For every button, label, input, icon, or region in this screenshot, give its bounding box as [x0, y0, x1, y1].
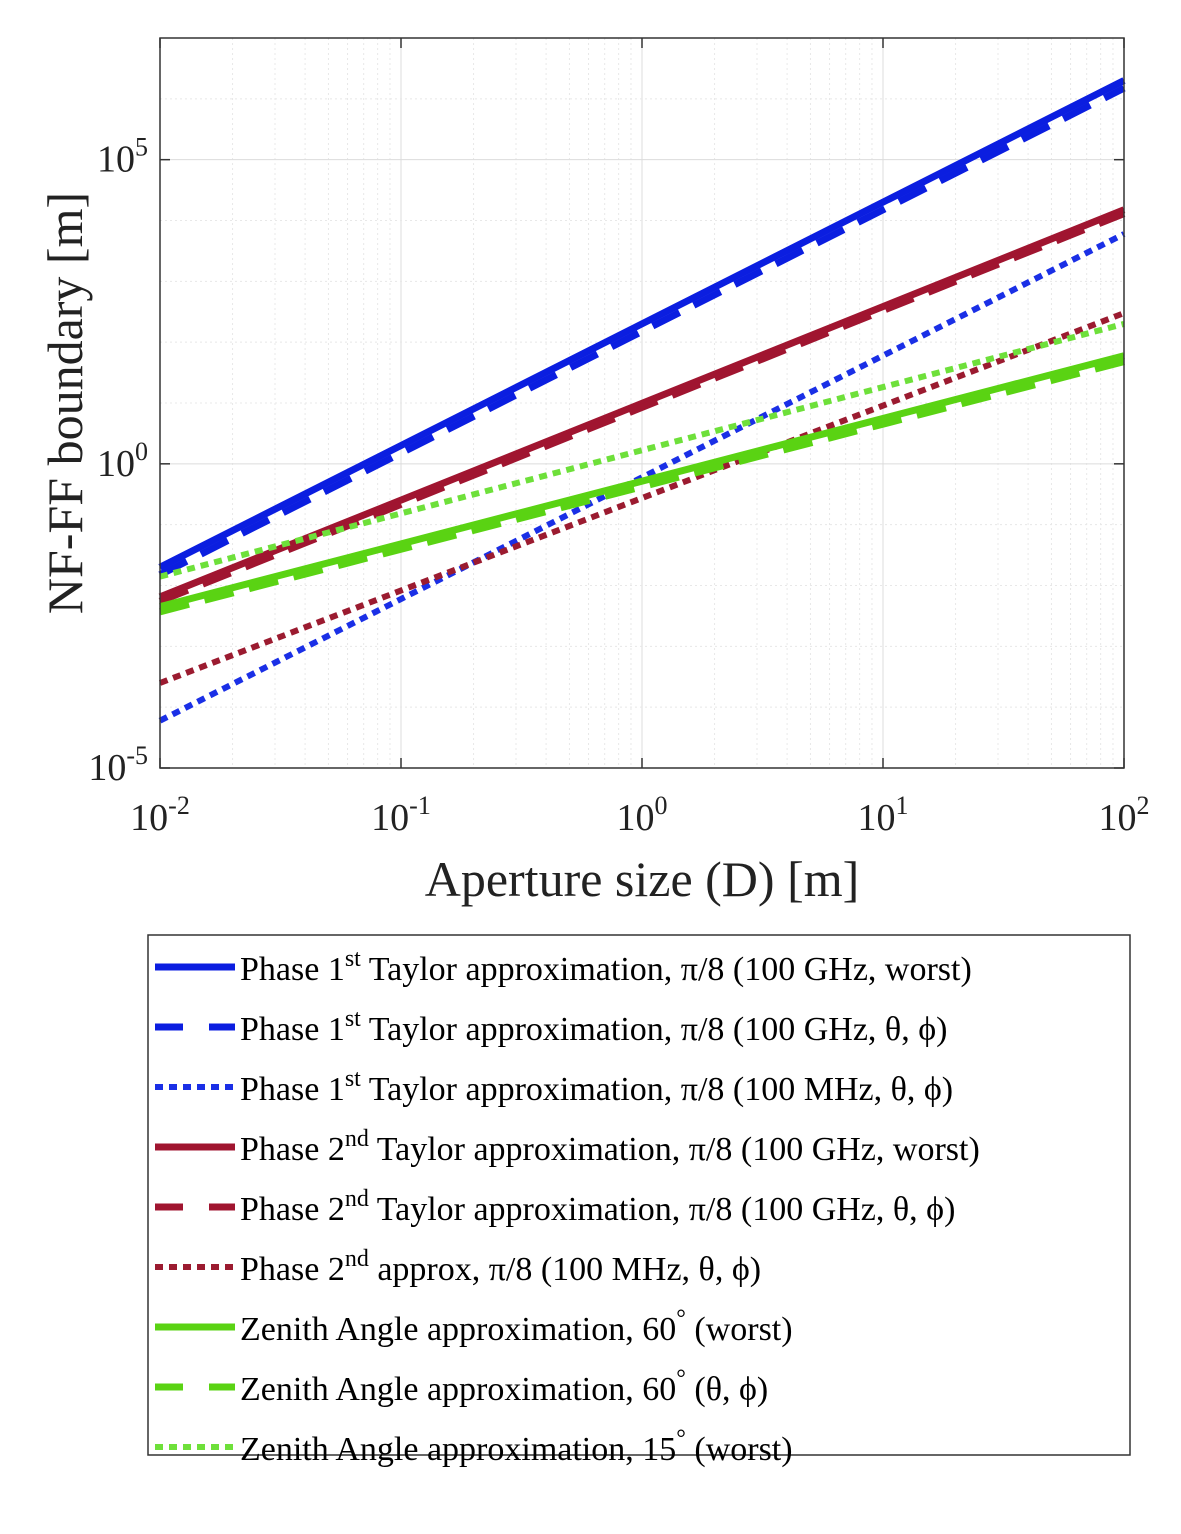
legend-item: Zenith Angle approximation, 60° (θ, ϕ)	[155, 1366, 768, 1408]
legend-item: Phase 1st Taylor approximation, π/8 (100…	[155, 946, 972, 988]
legend-label: Zenith Angle approximation, 60° (θ, ϕ)	[240, 1366, 768, 1408]
legend-item: Zenith Angle approximation, 60° (worst)	[155, 1306, 793, 1348]
legend-item: Phase 2nd Taylor approximation, π/8 (100…	[155, 1186, 955, 1228]
axis-ticks: 10-2 10-1 100 101 102 10-5 100 105	[88, 38, 1150, 839]
grid	[159, 38, 1124, 769]
legend-label: Phase 2nd approx, π/8 (100 MHz, θ, ϕ)	[240, 1246, 761, 1288]
legend-label: Phase 1st Taylor approximation, π/8 (100…	[240, 1066, 953, 1108]
x-tick-label: 102	[1099, 791, 1150, 839]
x-tick-label: 10-1	[371, 791, 431, 839]
y-axis-title: NF-FF boundary [m]	[37, 192, 93, 614]
legend: Phase 1st Taylor approximation, π/8 (100…	[147, 934, 1131, 1468]
legend-label: Zenith Angle approximation, 60° (worst)	[240, 1306, 793, 1348]
series-line-9	[159, 320, 1125, 580]
x-tick-label: 10-2	[130, 791, 190, 839]
legend-label: Phase 1st Taylor approximation, π/8 (100…	[240, 1006, 947, 1048]
y-tick-label: 105	[97, 133, 148, 181]
legend-label: Phase 2nd Taylor approximation, π/8 (100…	[240, 1186, 955, 1228]
series-line-5	[158, 210, 1126, 605]
series-line-2	[158, 84, 1126, 578]
series-line-4	[158, 206, 1126, 601]
legend-item: Phase 1st Taylor approximation, π/8 (100…	[155, 1066, 953, 1108]
x-tick-label: 100	[617, 791, 668, 839]
y-tick-label: 10-5	[88, 741, 148, 789]
legend-item: Phase 2nd Taylor approximation, π/8 (100…	[155, 1126, 980, 1168]
series-line-7	[159, 352, 1125, 610]
legend-label: Phase 1st Taylor approximation, π/8 (100…	[240, 946, 972, 988]
x-tick-label: 101	[858, 791, 909, 839]
series-line-8	[159, 358, 1125, 616]
legend-label: Zenith Angle approximation, 15° (worst)	[240, 1426, 793, 1468]
x-axis-title: Aperture size (D) [m]	[425, 851, 860, 907]
legend-item: Zenith Angle approximation, 15° (worst)	[155, 1426, 793, 1468]
legend-label: Phase 2nd Taylor approximation, π/8 (100…	[240, 1126, 980, 1168]
series-lines	[158, 77, 1126, 724]
series-line-3	[158, 231, 1126, 724]
legend-box	[147, 934, 1131, 1456]
legend-item: Phase 2nd approx, π/8 (100 MHz, θ, ϕ)	[155, 1246, 761, 1288]
legend-item: Phase 1st Taylor approximation, π/8 (100…	[155, 1006, 947, 1048]
y-tick-label: 100	[97, 437, 148, 485]
series-line-1	[158, 77, 1126, 571]
series-line-6	[158, 310, 1126, 686]
